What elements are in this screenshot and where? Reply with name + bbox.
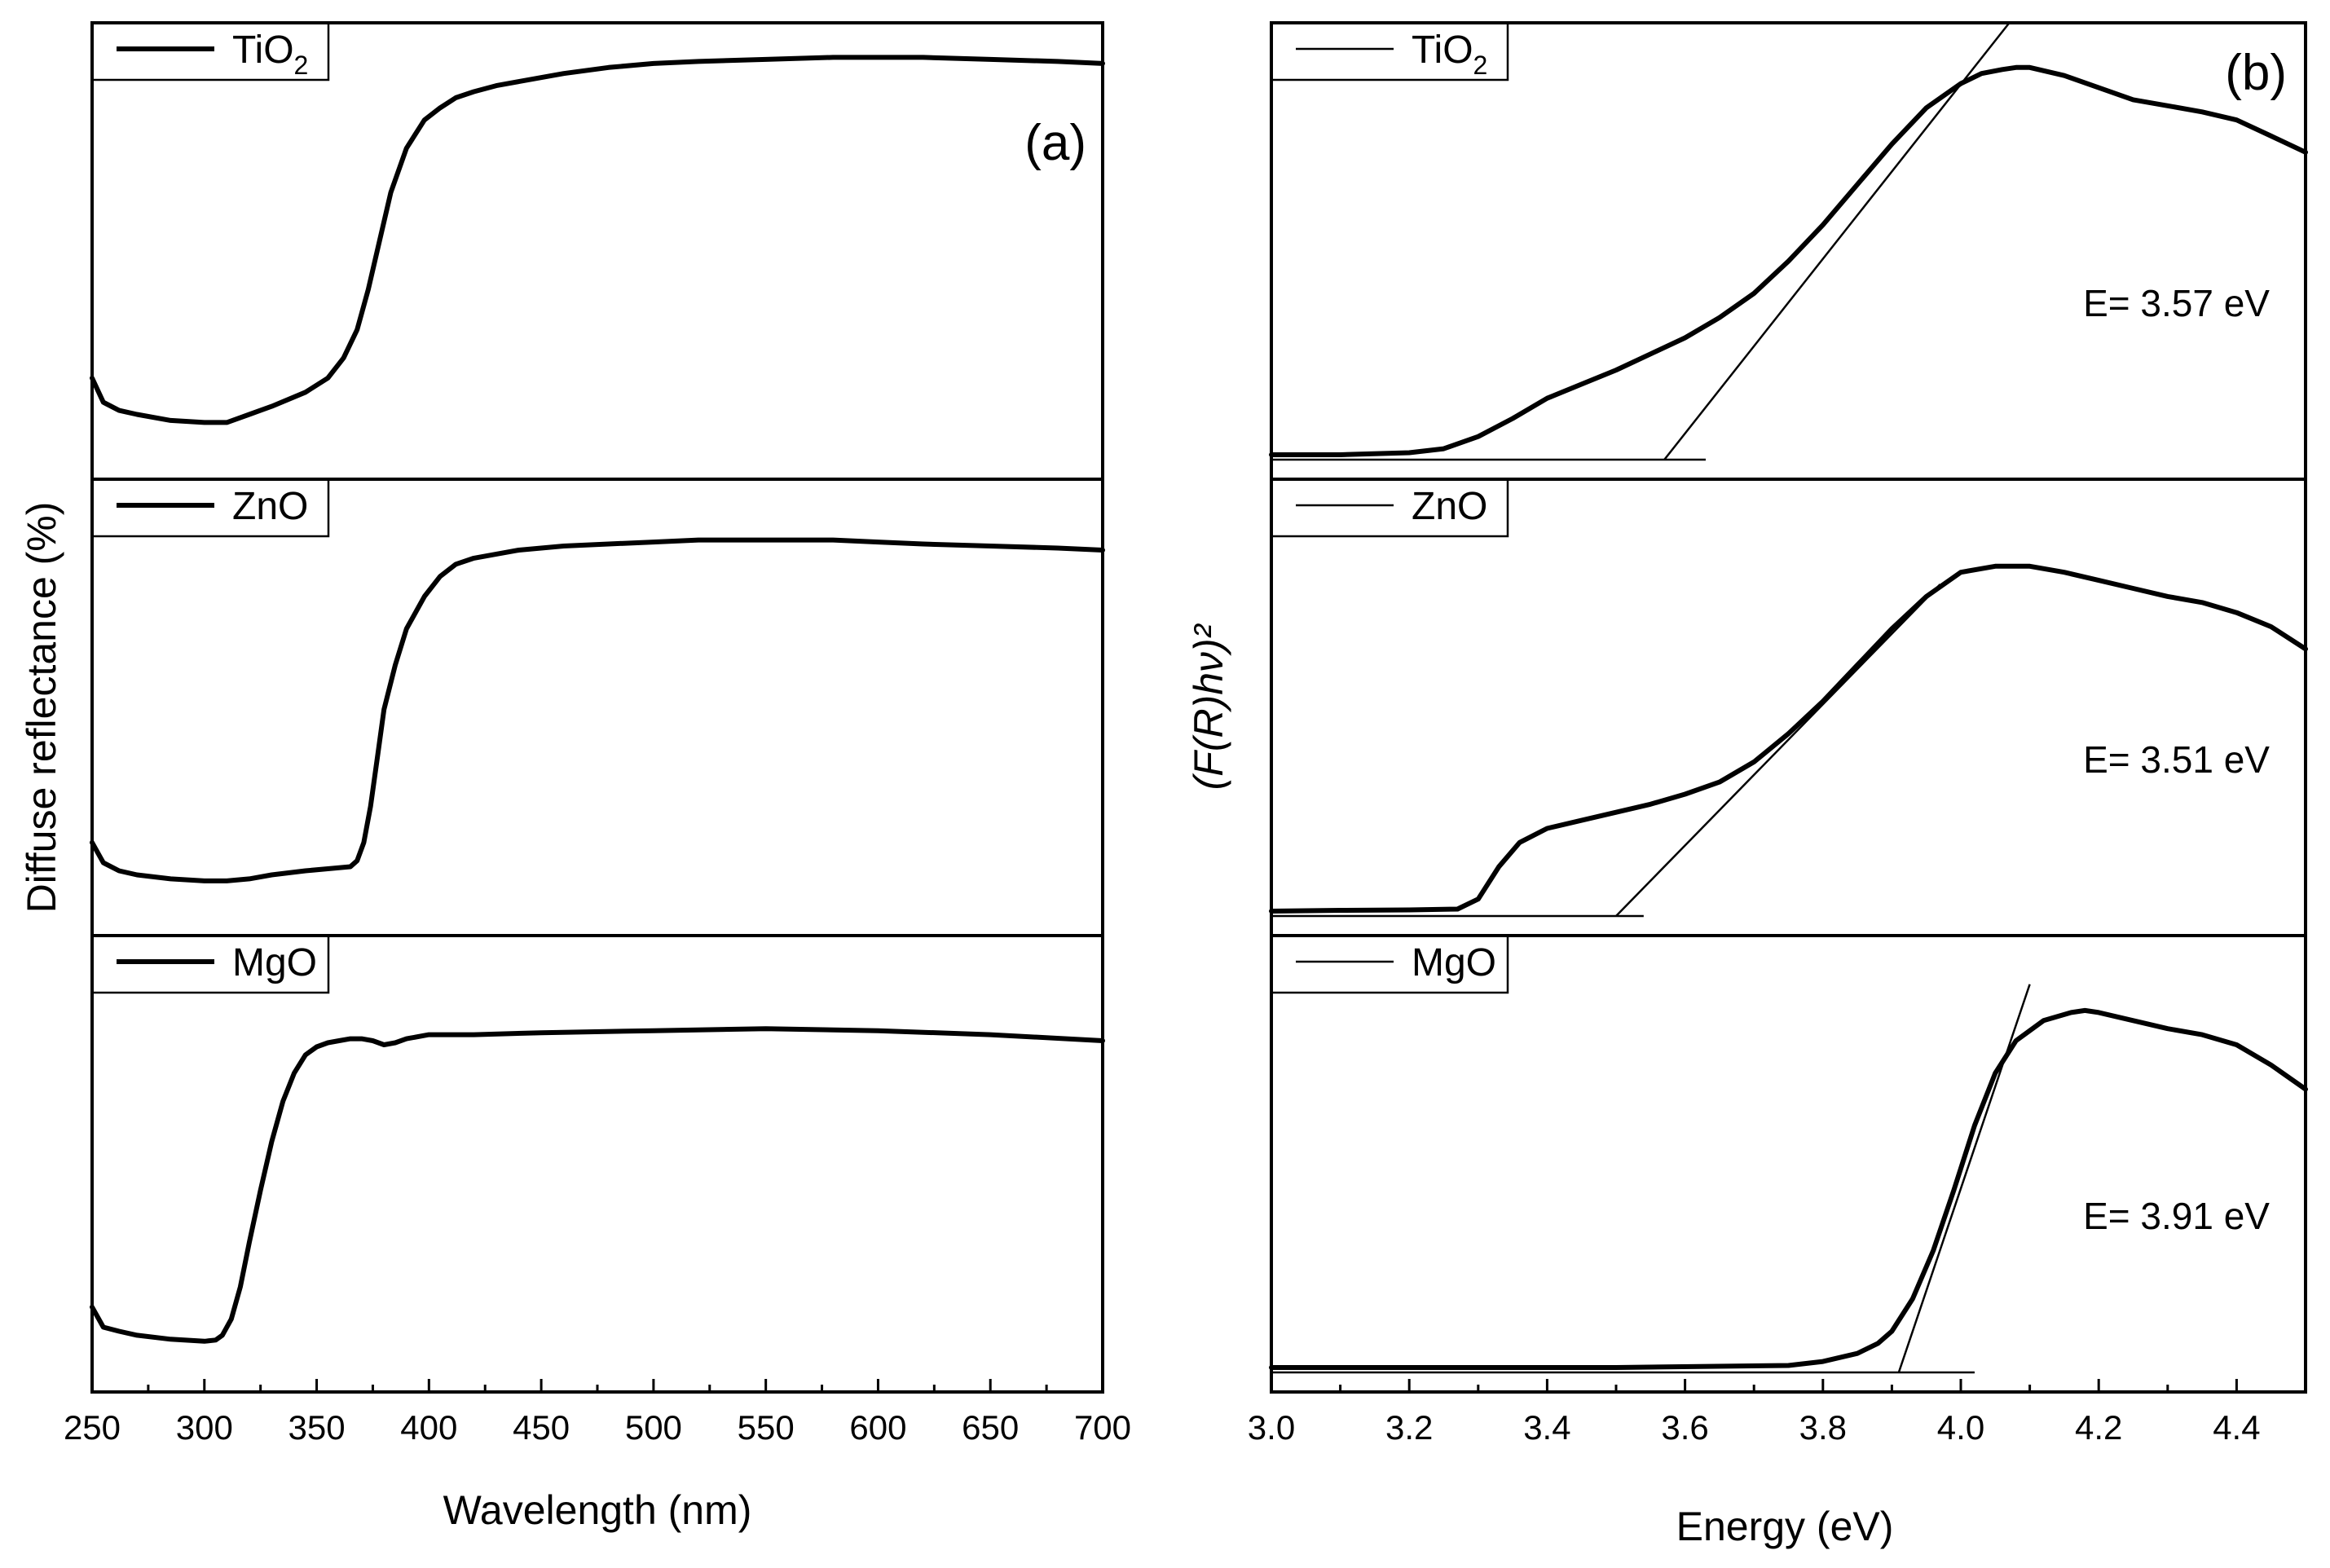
panel-a-label: (a): [1024, 115, 1086, 171]
panel-a-curves: [90, 55, 1105, 1344]
legend-label-tio2: TiO2: [232, 29, 308, 80]
xtick-label: 300: [176, 1408, 233, 1447]
panel-a-legends: TiO2 ZnO MgO: [90, 21, 330, 994]
xtick-label: 3.2: [1385, 1408, 1433, 1447]
bandgap-label-zno: E= 3.51 eV: [2083, 738, 2270, 781]
legend-label-zno: ZnO: [232, 485, 308, 528]
panel-b-legends: TiO2 ZnO MgO: [1270, 21, 1509, 994]
xtick-label: 500: [625, 1408, 682, 1447]
panel-b-xticks: 3.0 3.2 3.4 3.6 3.8 4.0 4.2 4.4: [1248, 1379, 2307, 1447]
xtick-label: 4.2: [2075, 1408, 2122, 1447]
xtick-label: 400: [400, 1408, 457, 1447]
series-tio2-line: [90, 55, 1105, 425]
series-mgo-line: [90, 1026, 1105, 1344]
xtick-label: 550: [738, 1408, 795, 1447]
legend-label-mgo: MgO: [232, 941, 317, 984]
panel-b-curves: E= 3.57 eV E= 3.51 eV E= 3.91 eV: [1269, 22, 2308, 1374]
xtick-label: 650: [962, 1408, 1019, 1447]
bandgap-label-tio2: E= 3.57 eV: [2083, 282, 2270, 324]
xtick-label: 3.6: [1661, 1408, 1708, 1447]
xtick-label: 600: [849, 1408, 906, 1447]
xtick-label: 4.0: [1937, 1408, 1984, 1447]
bandgap-label-mgo: E= 3.91 eV: [2083, 1195, 2270, 1237]
series-tio2-line: [1269, 64, 2308, 457]
legend-box-zno: [1270, 478, 1509, 538]
panel-b-label: (b): [2225, 45, 2287, 101]
panel-a-frame: [90, 21, 1104, 1394]
xtick-label: 3.4: [1523, 1408, 1570, 1447]
legend-label-mgo: MgO: [1412, 941, 1496, 984]
xtick-label: 3.8: [1799, 1408, 1847, 1447]
tangent-tio2: [1663, 22, 2011, 460]
xtick-label: 700: [1074, 1408, 1131, 1447]
xtick-label: 350: [288, 1408, 346, 1447]
xtick-label: 450: [513, 1408, 570, 1447]
legend-label-zno: ZnO: [1412, 485, 1487, 528]
panel-b: E= 3.57 eV E= 3.51 eV E= 3.91 eV TiO2 ZnO Mg…: [1186, 21, 2308, 1549]
panel-a-xlabel: Wavelength (nm): [443, 1487, 752, 1533]
series-mgo-line: [1269, 1007, 2308, 1370]
xtick-label: 4.4: [2213, 1408, 2260, 1447]
panel-a: TiO2 ZnO MgO 250 300 350 400 450 500 550 600 650 70…: [19, 21, 1131, 1533]
legend-label-tio2: TiO2: [1412, 29, 1487, 80]
tangent-mgo: [1897, 984, 2031, 1373]
panel-b-ylabel: (F(R)hν)²: [1186, 623, 1231, 790]
legend-label-sub-tio2: 2: [1473, 51, 1488, 80]
panel-a-xticks: 250 300 350 400 450 500 550 600 650 700: [64, 1379, 1131, 1447]
series-zno-line: [90, 537, 1105, 883]
legend-label-sub-tio2: 2: [294, 51, 309, 80]
xtick-label: 3.0: [1248, 1408, 1295, 1447]
tangent-zno: [1615, 584, 1941, 917]
panel-b-xlabel: Energy (eV): [1676, 1504, 1894, 1549]
xtick-label: 250: [64, 1408, 121, 1447]
panel-b-frame: [1270, 21, 2307, 1394]
panel-a-ylabel: Diffuse reflectance (%): [19, 502, 64, 914]
series-zno-line: [1269, 563, 2308, 914]
